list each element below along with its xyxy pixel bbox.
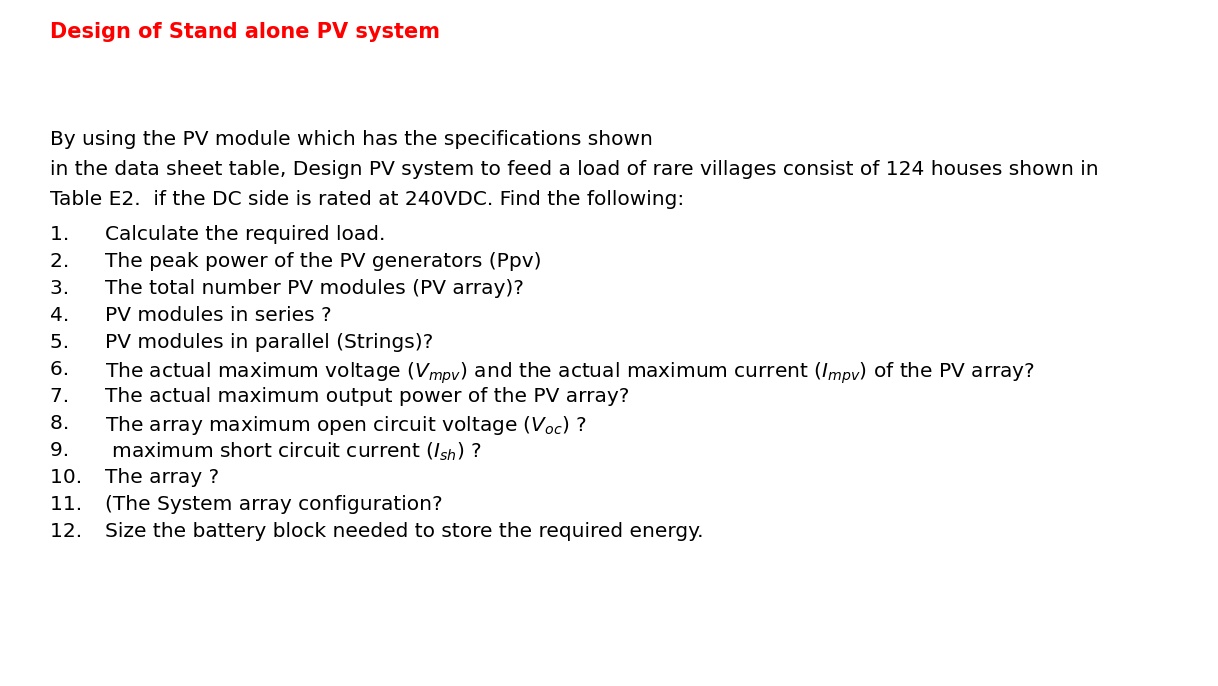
Text: 8.: 8.: [50, 414, 82, 433]
Text: By using the PV module which has the specifications shown: By using the PV module which has the spe…: [50, 130, 653, 149]
Text: The actual maximum voltage ($V_{mpv}$) and the actual maximum current ($I_{mpv}$: The actual maximum voltage ($V_{mpv}$) a…: [105, 360, 1035, 386]
Text: The array maximum open circuit voltage ($V_{oc}$) ?: The array maximum open circuit voltage (…: [105, 414, 587, 437]
Text: The actual maximum output power of the PV array?: The actual maximum output power of the P…: [105, 387, 630, 406]
Text: in the data sheet table, Design PV system to feed a load of rare villages consis: in the data sheet table, Design PV syste…: [50, 160, 1099, 179]
Text: Size the battery block needed to store the required energy.: Size the battery block needed to store t…: [105, 522, 704, 541]
Text: 3.: 3.: [50, 279, 82, 298]
Text: Table E2.  if the DC side is rated at 240VDC. Find the following:: Table E2. if the DC side is rated at 240…: [50, 190, 685, 209]
Text: The array ?: The array ?: [105, 468, 219, 487]
Text: 4.: 4.: [50, 306, 82, 325]
Text: Design of Stand alone PV system: Design of Stand alone PV system: [50, 22, 440, 42]
Text: Calculate the required load.: Calculate the required load.: [105, 225, 385, 244]
Text: 9.: 9.: [50, 441, 82, 460]
Text: 6.: 6.: [50, 360, 82, 379]
Text: 5.: 5.: [50, 333, 82, 352]
Text: PV modules in series ?: PV modules in series ?: [105, 306, 331, 325]
Text: 10.: 10.: [50, 468, 89, 487]
Text: 2.: 2.: [50, 252, 82, 271]
Text: The peak power of the PV generators (Ppv): The peak power of the PV generators (Ppv…: [105, 252, 542, 271]
Text: 1.: 1.: [50, 225, 82, 244]
Text: 11.: 11.: [50, 495, 89, 514]
Text: 7.: 7.: [50, 387, 82, 406]
Text: maximum short circuit current ($I_{sh}$) ?: maximum short circuit current ($I_{sh}$)…: [105, 441, 482, 463]
Text: PV modules in parallel (Strings)?: PV modules in parallel (Strings)?: [105, 333, 434, 352]
Text: (The System array configuration?: (The System array configuration?: [105, 495, 442, 514]
Text: The total number PV modules (PV array)?: The total number PV modules (PV array)?: [105, 279, 524, 298]
Text: 12.: 12.: [50, 522, 89, 541]
